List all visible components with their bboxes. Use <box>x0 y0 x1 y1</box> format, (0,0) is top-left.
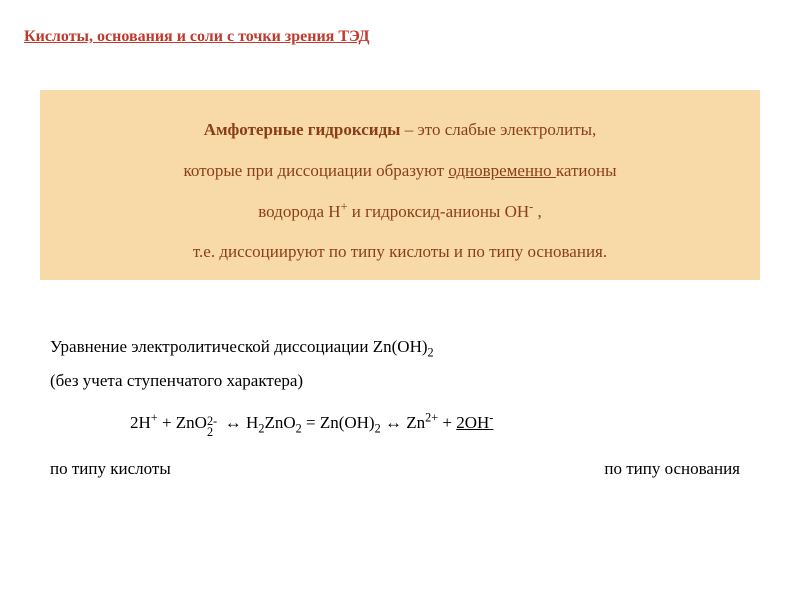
body-p1-a: Уравнение электролитической диссоциации … <box>50 337 428 356</box>
eq-arr1: ↔ <box>221 413 247 432</box>
def-l2-post: катионы <box>556 161 617 180</box>
body-p1-sub: 2 <box>428 345 434 359</box>
body-p2: (без учета ступенчатого характера) <box>50 364 750 398</box>
eq-t4c: 2OH <box>456 413 489 432</box>
definition-line-3: водорода H+ и гидроксид-анионы OH- , <box>70 192 730 233</box>
def-l3-c: , <box>533 202 542 221</box>
body-p1: Уравнение электролитической диссоциации … <box>50 330 750 364</box>
eq-t4b: + <box>438 413 456 432</box>
definition-line-2: которые при диссоциации образуют одновре… <box>70 151 730 192</box>
def-l3-b: и гидроксид-анионы OH <box>347 202 529 221</box>
def-l2-u: одновременно <box>448 161 556 180</box>
body-area: Уравнение электролитической диссоциации … <box>50 330 750 486</box>
page-title: Кислоты, основания и соли с точки зрения… <box>24 28 370 46</box>
def-l3-a: водорода H <box>258 202 340 221</box>
def-l1-rest: – это слабые электролиты, <box>400 120 596 139</box>
definition-line-1: Амфотерные гидроксиды – это слабые элект… <box>70 110 730 151</box>
eq-t3c: = Zn(OH) <box>302 413 375 432</box>
eq-t3b: ZnO <box>264 413 295 432</box>
equation: 2H+ + ZnO2-2 ↔ H2ZnO2 = Zn(OH)2 ↔ Zn2+ +… <box>50 406 750 440</box>
equation-labels: по типу кислоты по типу основания <box>50 452 750 486</box>
eq-t1: 2H <box>130 413 151 432</box>
definition-line-4: т.е. диссоциируют по типу кислоты и по т… <box>70 232 730 273</box>
definition-term: Амфотерные гидроксиды <box>204 120 401 139</box>
eq-t1-sup: + <box>151 410 158 424</box>
label-base-type: по типу основания <box>604 452 740 486</box>
eq-t4a-sup: 2+ <box>425 410 438 424</box>
def-l2-pre: которые при диссоциации образуют <box>183 161 448 180</box>
eq-t2: + ZnO <box>158 413 207 432</box>
eq-arr2: ↔ <box>381 413 407 432</box>
eq-t4a: Zn <box>406 413 425 432</box>
eq-t3a: H <box>246 413 258 432</box>
definition-box: Амфотерные гидроксиды – это слабые элект… <box>40 90 760 280</box>
eq-t4c-sup: - <box>489 410 493 424</box>
label-acid-type: по типу кислоты <box>50 452 171 486</box>
